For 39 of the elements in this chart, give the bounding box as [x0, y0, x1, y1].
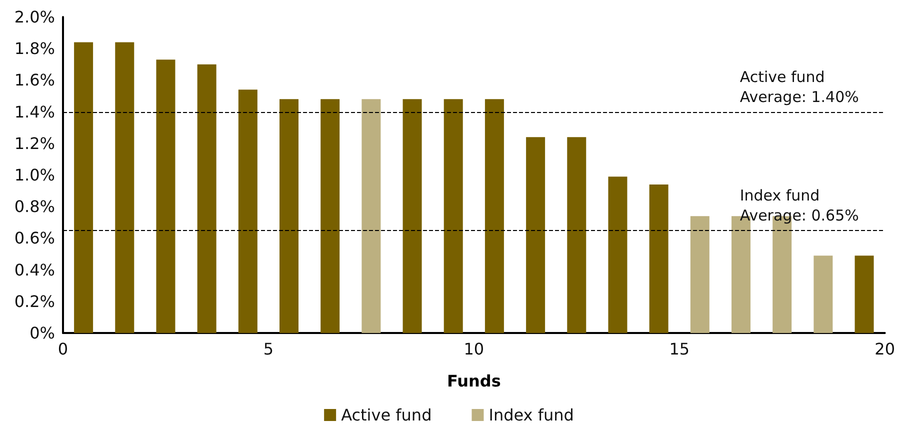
y-tick-label: 0.4%	[14, 260, 55, 280]
bar	[690, 216, 710, 333]
y-tick-label: 0.6%	[14, 228, 55, 248]
x-tick-label: 5	[263, 340, 274, 358]
y-tick-label: 0%	[30, 324, 55, 342]
x-tick-label: 10	[464, 340, 484, 358]
y-tick-label: 1.8%	[14, 39, 55, 58]
bar	[280, 99, 298, 333]
bar	[608, 176, 628, 333]
x-tick-label: 15	[669, 340, 690, 358]
y-tick-label: 0.8%	[14, 197, 55, 216]
bar	[649, 184, 668, 333]
bar	[115, 42, 134, 333]
y-tick-label: 1.6%	[14, 70, 55, 90]
bar	[156, 60, 176, 333]
bar	[567, 137, 586, 333]
bar	[444, 99, 463, 333]
bar	[320, 99, 340, 333]
legend-label: Active fund	[341, 406, 432, 424]
bar	[74, 42, 94, 333]
x-tick-label: 20	[874, 340, 895, 358]
ref-line-label: Index fund Average: 0.65%	[740, 186, 859, 224]
bar	[362, 99, 381, 333]
x-axis-title: Funds	[446, 372, 501, 390]
y-tick-label: 1.4%	[14, 102, 55, 122]
bar	[238, 90, 258, 333]
bar	[854, 256, 874, 333]
bar	[484, 99, 504, 333]
x-tick-label: 0	[58, 340, 68, 358]
y-tick-label: 1.2%	[14, 134, 55, 153]
y-tick-label: 1.0%	[14, 166, 55, 184]
y-tick-label: 2.0%	[14, 8, 55, 26]
bar	[526, 137, 546, 333]
legend-label: Index fund	[488, 406, 574, 424]
y-tick-label: 0.2%	[14, 292, 55, 311]
bar	[402, 99, 422, 333]
bar	[814, 256, 833, 333]
bar	[197, 64, 216, 333]
ref-line-label: Active fund Average: 1.40%	[740, 68, 859, 106]
